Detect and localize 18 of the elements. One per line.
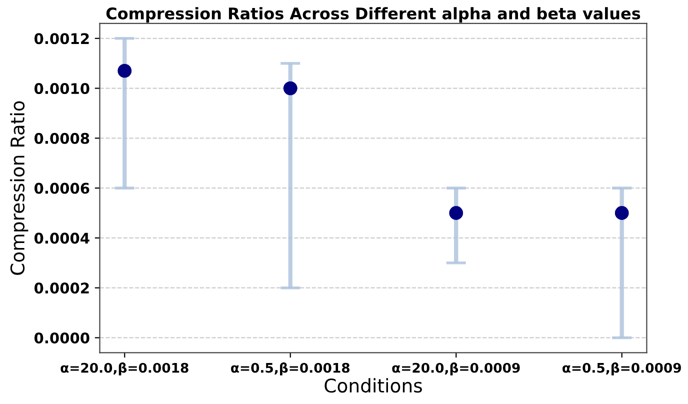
y-axis-title: Compression Ratio: [10, 101, 28, 275]
y-tick-label: 0.0010: [34, 83, 90, 94]
y-tick-label: 0.0006: [34, 182, 90, 194]
point: [118, 64, 132, 78]
x-tick-label: α=20.0,β=0.0009: [392, 362, 520, 376]
y-tick-label: 0.0004: [34, 232, 90, 244]
y-tick-label: 0.0012: [34, 33, 89, 44]
x-tick-label: α=20.0,β=0.0018: [60, 362, 188, 376]
y-tick-label: 0.0000: [34, 332, 90, 344]
chart-title: Compression Ratios Across Different alpha and beta values: [106, 7, 640, 23]
point: [283, 81, 298, 96]
y-tick-label: 0.0002: [34, 282, 89, 294]
x-axis-title: Conditions: [324, 378, 422, 393]
point: [449, 206, 464, 220]
x-tick-label: α=0.5,β=0.0009: [562, 362, 681, 376]
y-tick-label: 0.0008: [34, 132, 90, 144]
x-tick-label: α=0.5,β=0.0018: [231, 362, 350, 376]
point: [614, 206, 629, 220]
